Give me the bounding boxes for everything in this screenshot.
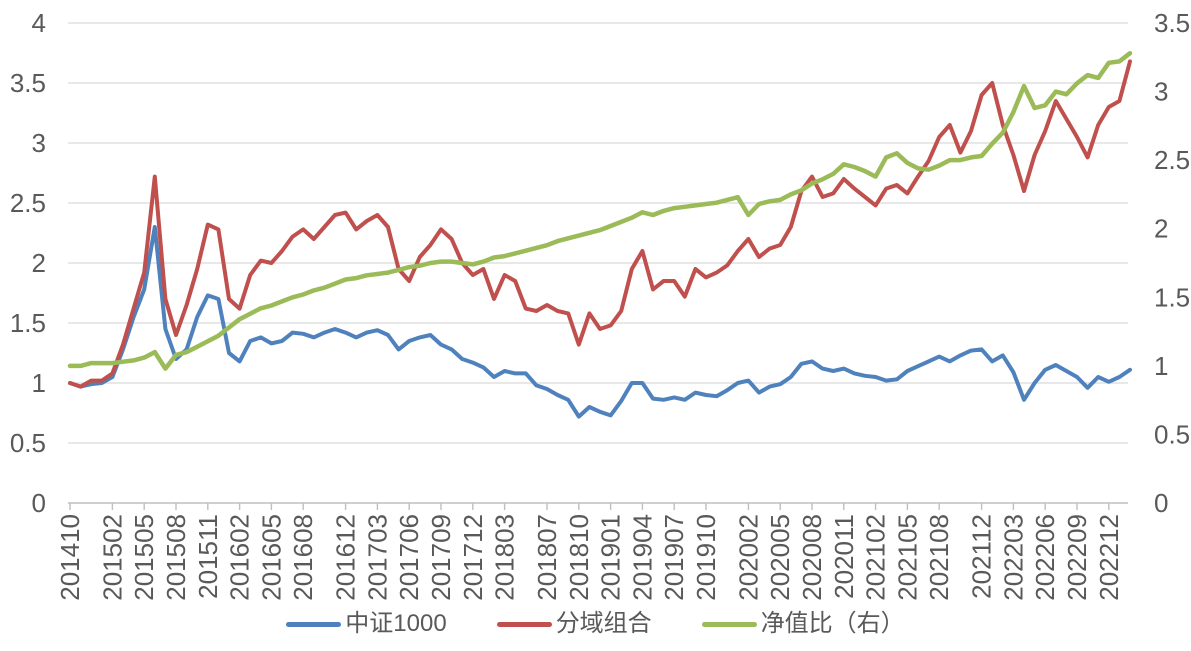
right-axis-tick-label: 1.5	[1154, 282, 1190, 312]
legend-label-sub-domain-portfolio: 分域组合	[555, 610, 652, 637]
right-axis-tick-label: 2	[1154, 214, 1168, 244]
x-axis-tick-label: 201703	[362, 514, 392, 601]
x-axis-tick-label: 201608	[288, 514, 318, 601]
x-axis-tick-label: 202002	[733, 514, 763, 601]
x-axis-tick-label: 201803	[490, 514, 520, 601]
legend-swatch-csi1000	[286, 621, 342, 627]
left-axis-tick-label: 2	[32, 248, 46, 278]
right-axis-tick-label: 3.5	[1154, 8, 1190, 38]
left-axis-tick-label: 4	[32, 8, 46, 38]
x-axis-tick-label: 201810	[564, 514, 594, 601]
x-axis-tick-label: 202112	[967, 514, 997, 599]
series-line-nav-ratio[interactable]	[67, 50, 1133, 371]
x-axis-tick-label: 202005	[765, 514, 795, 601]
x-axis-tick-label: 201709	[426, 514, 456, 601]
left-axis-tick-label: 3	[32, 128, 46, 158]
left-axis-tick-label: 0.5	[10, 428, 46, 458]
legend-swatch-sub-domain-portfolio	[496, 621, 552, 627]
left-axis-tick-label: 1.5	[10, 308, 46, 338]
x-axis-tick-label: 202105	[892, 514, 922, 601]
x-axis-tick-label: 202209	[1062, 514, 1092, 601]
series-line-csi1000[interactable]	[68, 225, 1132, 419]
plot-svg: 0 0.5 1 1.5 2 2.5 3 3.5 4 0 0.5 1 1.5 2 2.5 3 3.5 201410 2…	[10, 8, 1190, 601]
right-axis-tick-label: 2.5	[1154, 145, 1190, 175]
x-axis-tick-label: 201605	[256, 514, 286, 601]
x-axis-tick-label: 201901	[596, 514, 626, 601]
x-axis-tick-label: 202203	[998, 514, 1028, 601]
x-axis-tick-label: 201904	[627, 514, 657, 601]
right-axis-tick-label: 0.5	[1154, 419, 1190, 449]
legend-label-nav-ratio: 净值比（右）	[760, 610, 905, 637]
left-axis-tick-label: 3.5	[10, 68, 46, 98]
x-axis-tick-label: 201410	[55, 514, 85, 601]
series-line-sub-domain-portfolio[interactable]	[68, 59, 1132, 389]
x-axis-tick-label: 202206	[1030, 514, 1060, 601]
right-axis-tick-label: 0	[1154, 488, 1168, 518]
x-axis-tick-label: 202212	[1094, 514, 1124, 601]
legend-label-csi1000: 中证1000	[345, 610, 447, 637]
x-axis-tick-label: 201502	[97, 514, 127, 601]
right-axis-tick-label: 1	[1154, 351, 1168, 381]
x-axis-tick-label: 201612	[331, 514, 361, 601]
x-axis-tick-label: 201508	[161, 514, 191, 601]
x-axis-tick-label: 201807	[532, 514, 562, 601]
legend-item-nav-ratio[interactable]: 净值比（右）	[701, 610, 905, 637]
legend-swatch-nav-ratio	[701, 621, 757, 627]
legend-item-csi1000[interactable]: 中证1000	[286, 610, 447, 637]
chart-legend: 中证1000 分域组合 净值比（右）	[0, 612, 1191, 636]
x-axis-tick-label: 201505	[129, 514, 159, 601]
x-axis-tick-label: 201712	[458, 514, 488, 601]
legend-item-sub-domain-portfolio[interactable]: 分域组合	[496, 610, 652, 637]
x-axis-tick-label: 201602	[225, 514, 255, 601]
x-axis-tick-label: 202102	[861, 514, 891, 601]
x-axis-tick-label: 202008	[797, 514, 827, 601]
x-axis-tick-label: 201910	[691, 514, 721, 601]
left-axis-tick-label: 2.5	[10, 188, 46, 218]
x-axis-tick-label: 202108	[924, 514, 954, 601]
right-axis-tick-label: 3	[1154, 77, 1168, 107]
x-axis-tick-label: 201511	[193, 514, 223, 599]
x-axis-tick-label: 202011	[829, 514, 859, 599]
left-axis-tick-label: 0	[32, 488, 46, 518]
left-axis-tick-label: 1	[32, 368, 46, 398]
x-axis-tick-label: 201907	[659, 514, 689, 601]
x-axis-tick-label: 201706	[394, 514, 424, 601]
